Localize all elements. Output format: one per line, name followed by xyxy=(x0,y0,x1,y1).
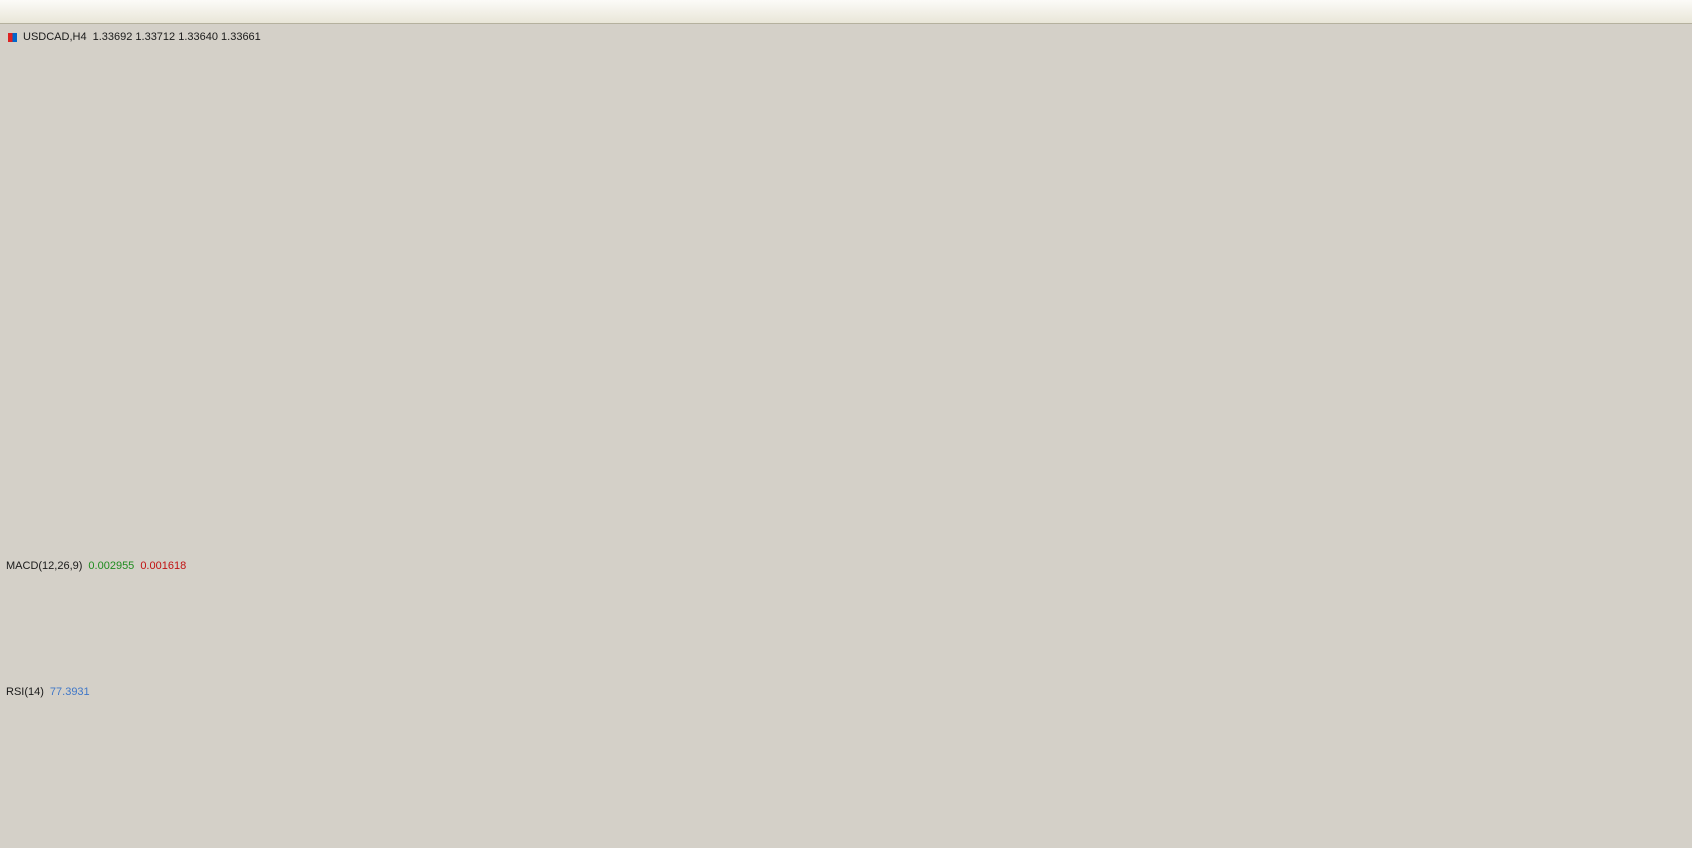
rsi-value: 77.3931 xyxy=(49,686,90,698)
macd-name: MACD(12,26,9) xyxy=(6,560,83,572)
rsi-indicator-label: RSI(14) 77.3931 xyxy=(6,686,90,698)
symbol-ohlc-values: 1.33692 1.33712 1.33640 1.33661 xyxy=(92,31,261,43)
toolbar xyxy=(0,0,1692,24)
macd-indicator-label: MACD(12,26,9) 0.002955 0.001618 xyxy=(6,560,186,572)
chart-canvas[interactable] xyxy=(0,24,1692,848)
symbol-info-line: USDCAD,H4 1.33692 1.33712 1.33640 1.3366… xyxy=(8,31,261,43)
chart-window[interactable]: USDCAD,H4 1.33692 1.33712 1.33640 1.3366… xyxy=(0,24,1692,848)
rsi-name: RSI(14) xyxy=(6,686,44,698)
macd-signal-value: 0.001618 xyxy=(140,560,187,572)
symbol-name: USDCAD,H4 xyxy=(23,31,87,43)
symbol-icon xyxy=(8,32,17,42)
macd-main-value: 0.002955 xyxy=(88,560,135,572)
